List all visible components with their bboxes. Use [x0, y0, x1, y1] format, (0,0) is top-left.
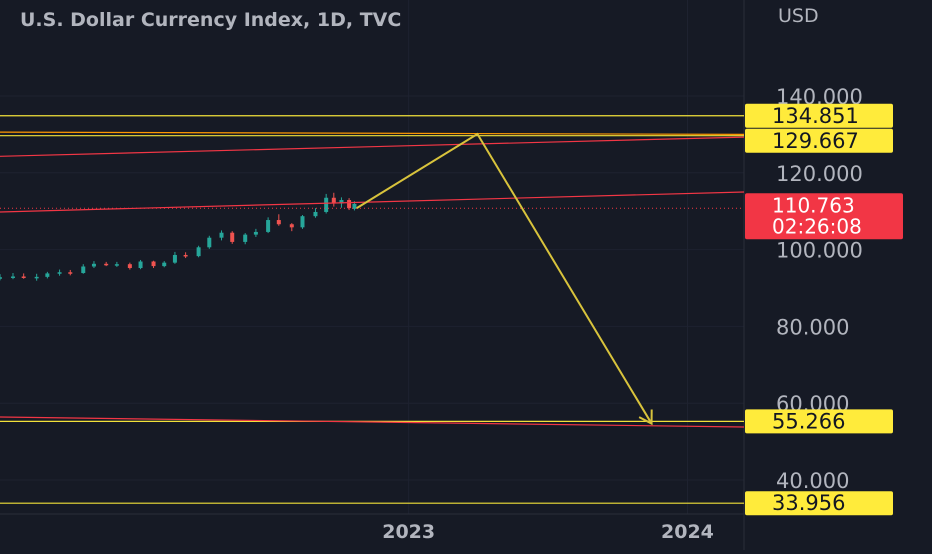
candle-body: [276, 220, 281, 225]
candle-body: [253, 231, 258, 235]
candle-body: [21, 276, 26, 278]
candle-body: [230, 232, 235, 242]
candle-body: [127, 264, 132, 269]
candle-body: [266, 220, 271, 232]
candle-body: [34, 276, 39, 279]
grid: [0, 0, 744, 514]
candle-body: [324, 197, 329, 212]
price-label-text: 33.956: [772, 491, 845, 515]
trend-line: [0, 416, 745, 428]
projection-arrowhead: [638, 409, 653, 426]
candle-body: [172, 254, 177, 263]
price-label-box: [745, 491, 893, 516]
x-tick-label: 2024: [661, 521, 714, 543]
candle-body: [196, 247, 201, 257]
candle-body: [289, 224, 294, 228]
candle-body: [183, 254, 188, 257]
y-tick-label: 40.000: [776, 469, 849, 493]
projection-path: [356, 132, 653, 425]
y-tick-label: 100.000: [776, 239, 863, 263]
candle-body: [313, 211, 318, 217]
current-price-box: [745, 193, 903, 240]
candle-body: [10, 276, 15, 278]
price-label-text: 129.667: [772, 129, 859, 153]
drawings: [0, 115, 745, 504]
candle-body: [81, 266, 86, 274]
candle-body: [151, 261, 156, 267]
candle-body: [68, 272, 73, 274]
candle-body: [104, 263, 109, 266]
countdown-text: 02:26:08: [772, 214, 862, 238]
time-axis: 2023 2024: [382, 521, 714, 543]
chart-title: U.S. Dollar Currency Index, 1D, TVC: [20, 9, 401, 31]
price-label-box: [745, 103, 893, 128]
candle-body: [138, 261, 143, 269]
candle-body: [207, 237, 212, 248]
price-label-box: [745, 409, 893, 434]
candle-body: [331, 197, 336, 204]
candle-body: [347, 200, 352, 209]
trend-line: [0, 136, 745, 157]
candle-body: [243, 234, 248, 242]
candle-body: [0, 277, 2, 279]
price-label-text: 55.266: [772, 409, 845, 433]
candle-body: [114, 264, 119, 266]
candle-body: [352, 203, 357, 209]
candle-body: [339, 200, 344, 204]
current-price-text: 110.763: [772, 193, 855, 217]
currency-label: USD: [778, 5, 819, 27]
candle-body: [57, 272, 62, 274]
candle-body: [162, 262, 167, 267]
y-tick-label: 120.000: [776, 162, 863, 186]
trend-line: [0, 191, 745, 213]
x-tick-label: 2023: [382, 521, 435, 543]
candle-body: [91, 263, 96, 267]
y-tick-label: 80.000: [776, 315, 849, 339]
price-label-box: [745, 128, 893, 153]
trend-line: [0, 131, 745, 135]
candles: [0, 192, 357, 281]
candle-body: [300, 216, 305, 228]
candle-body: [45, 273, 50, 277]
candle-body: [219, 232, 224, 238]
price-label-text: 134.851: [772, 104, 859, 128]
